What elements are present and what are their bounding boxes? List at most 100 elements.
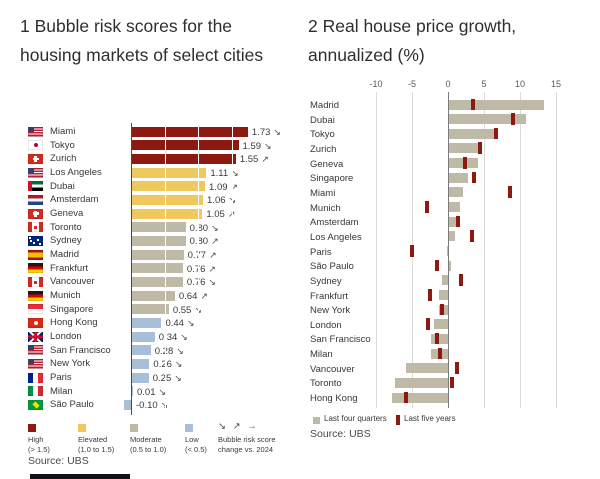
flag-sg-icon [28, 304, 43, 315]
city-label: São Paulo [310, 261, 354, 273]
legend-label-last-four-quarters: Last four quarters [324, 414, 387, 423]
left-gridline [164, 125, 166, 413]
trend-arrows-legend-icon: ↘ ↗ → [218, 421, 259, 432]
legend-swatch-moderate [130, 424, 138, 432]
city-label: Madrid [310, 100, 340, 111]
city-label: Hong Kong [310, 393, 358, 405]
city-label: Miami [310, 187, 336, 199]
risk-value-text: 0.01 [137, 386, 156, 398]
last-five-years-marker [470, 230, 475, 242]
legend-category-name: Moderate [130, 435, 162, 444]
last-five-years-marker [455, 362, 460, 374]
city-label: Paris [310, 246, 332, 258]
city-label: London [310, 319, 342, 331]
risk-value-label: 1.55 ↗ [240, 153, 269, 166]
city-label: Zurich [310, 143, 337, 155]
legend-category-name: Elevated [78, 435, 108, 444]
last-five-years-marker [456, 215, 461, 228]
last-four-quarters-bar [439, 304, 448, 315]
city-label: Munich [310, 202, 341, 214]
last-five-years-marker [425, 318, 430, 330]
risk-score-bar [132, 208, 203, 219]
risk-score-bar [132, 249, 184, 260]
left-source-text: Source: UBS [28, 455, 89, 467]
risk-value-text: 1.05 [206, 208, 225, 220]
legend-label-low: Low (< 0.5) [185, 435, 235, 454]
flag-ca-icon [28, 277, 43, 288]
flag-ae-icon [28, 181, 43, 192]
legend-swatch-last-four-quarters [313, 417, 320, 424]
last-four-quarters-bar [449, 143, 483, 154]
risk-value-text: 1.06 [207, 195, 226, 207]
flag-gb-icon [28, 331, 43, 342]
last-five-years-marker [439, 303, 444, 316]
flag-ch-icon [28, 208, 43, 219]
last-five-years-marker [404, 391, 409, 404]
last-five-years-marker [471, 98, 476, 110]
city-label: Sydney [310, 275, 342, 287]
risk-value-label: 0.26 ↘ [153, 358, 182, 371]
trend-down-arrow-icon: ↘ [231, 167, 239, 178]
risk-value-label: 0.34 ↘ [159, 331, 188, 344]
risk-score-bar [132, 386, 133, 397]
last-five-years-marker [477, 142, 482, 154]
right-gridline [556, 92, 557, 408]
last-five-years-marker [435, 332, 440, 345]
risk-value-text: 1.55 [239, 154, 259, 166]
risk-value-text: 0.44 [165, 318, 184, 330]
trend-up-arrow-icon: ↗ [230, 181, 239, 192]
last-four-quarters-bar [449, 260, 452, 271]
flag-br-icon [28, 400, 43, 410]
risk-value-label: -0.10↘ [136, 399, 168, 412]
trend-down-arrow-icon: ↘ [174, 359, 183, 370]
last-four-quarters-bar [446, 246, 448, 257]
risk-score-bar [132, 359, 150, 370]
city-label: Los Angeles [50, 166, 102, 178]
right-gridline [376, 92, 377, 408]
legend-label-last-five-years: Last five years [404, 414, 456, 423]
risk-value-label: 1.09 ↗ [209, 181, 238, 194]
risk-score-bar [132, 372, 149, 383]
last-four-quarters-bar [442, 275, 448, 286]
flag-us-icon [28, 167, 43, 178]
flag-hk-icon [28, 318, 43, 329]
last-four-quarters-bar [449, 128, 494, 139]
axis-tick-label: -10 [369, 79, 383, 89]
axis-tick-label: 5 [481, 79, 487, 89]
legend-category-range: (> 1.5) [28, 444, 50, 454]
legend-swatch-last-five-years [396, 414, 400, 425]
risk-value-text: 0.76 [186, 263, 206, 275]
last-five-years-marker [507, 186, 512, 198]
risk-score-bar [132, 277, 183, 288]
legend-swatch-high [28, 424, 36, 432]
risk-score-bar [132, 167, 207, 178]
city-label: Milan [310, 349, 333, 361]
axis-tick-label: 15 [550, 79, 562, 89]
city-label: Miami [50, 126, 76, 137]
last-five-years-marker [458, 274, 463, 286]
last-four-quarters-bar [449, 187, 463, 198]
last-four-quarters-bar [395, 377, 448, 388]
risk-value-text: 1.73 [251, 127, 271, 138]
city-label: London [50, 330, 82, 342]
risk-score-bar [132, 345, 151, 356]
risk-value-label: 0.25 ↘ [153, 372, 182, 385]
flag-us-icon [28, 359, 43, 370]
city-label: Tokyo [310, 129, 335, 141]
city-label: San Francisco [310, 334, 371, 346]
trend-down-arrow-icon: ↘ [273, 127, 281, 137]
flag-es-icon [28, 249, 43, 260]
trend-down-arrow-icon: ↘ [161, 400, 169, 410]
risk-value-label: 0.76 ↘ [187, 276, 216, 289]
last-four-quarters-bar [431, 333, 448, 344]
legend-swatch-low [185, 424, 193, 432]
risk-score-bar [132, 331, 155, 342]
risk-value-text: 1.59 [242, 140, 262, 152]
city-label: Amsterdam [310, 217, 359, 229]
risk-value-text: 0.76 [186, 277, 206, 289]
city-label: Geneva [310, 158, 344, 170]
last-five-years-marker [462, 157, 467, 169]
risk-score-bar [132, 290, 175, 301]
trend-down-arrow-icon: ↘ [180, 331, 188, 342]
